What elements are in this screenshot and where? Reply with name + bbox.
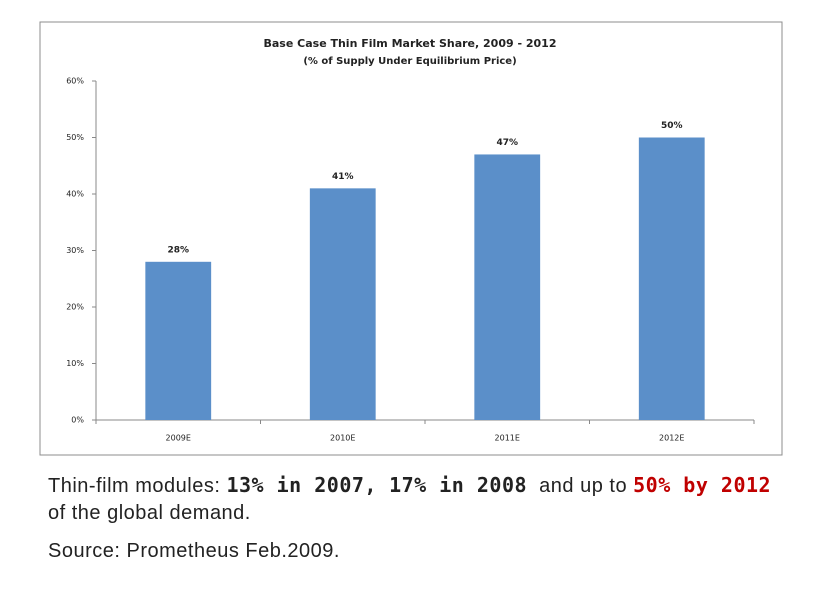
y-tick-label: 60%	[66, 77, 84, 86]
x-tick-label: 2009E	[166, 434, 191, 443]
caption-highlight: 50% by 2012	[633, 473, 772, 497]
y-tick-label: 50%	[66, 133, 84, 142]
bar	[145, 261, 212, 420]
chart-subtitle: (% of Supply Under Equilibrium Price)	[303, 56, 516, 67]
caption-highlight: 17% in 2008	[389, 473, 528, 497]
caption-text: Thin-film modules:	[48, 475, 221, 497]
source: Source: Prometheus Feb.2009.	[48, 540, 340, 562]
x-tick-label: 2010E	[330, 434, 355, 443]
bar	[474, 154, 541, 420]
bar	[638, 137, 705, 420]
value-label: 28%	[167, 245, 189, 255]
caption: Thin-film modules: 13% in 2007, 17% in 2…	[48, 472, 778, 527]
value-label: 50%	[661, 121, 683, 131]
caption-text: of the global demand.	[48, 502, 251, 524]
x-tick-label: 2012E	[659, 434, 684, 443]
caption-highlight: 13% in 2007,	[226, 473, 377, 497]
value-label: 41%	[332, 172, 354, 182]
bar	[309, 188, 376, 420]
x-tick-label: 2011E	[495, 434, 520, 443]
y-tick-label: 30%	[66, 246, 84, 255]
y-tick-label: 10%	[66, 359, 84, 368]
caption-text: and up to	[539, 475, 628, 497]
chart: Base Case Thin Film Market Share, 2009 -…	[39, 21, 783, 456]
y-tick-label: 0%	[71, 416, 84, 425]
value-label: 47%	[496, 138, 518, 148]
y-tick-label: 40%	[66, 190, 84, 199]
y-tick-label: 20%	[66, 303, 84, 312]
chart-title: Base Case Thin Film Market Share, 2009 -…	[264, 37, 557, 50]
